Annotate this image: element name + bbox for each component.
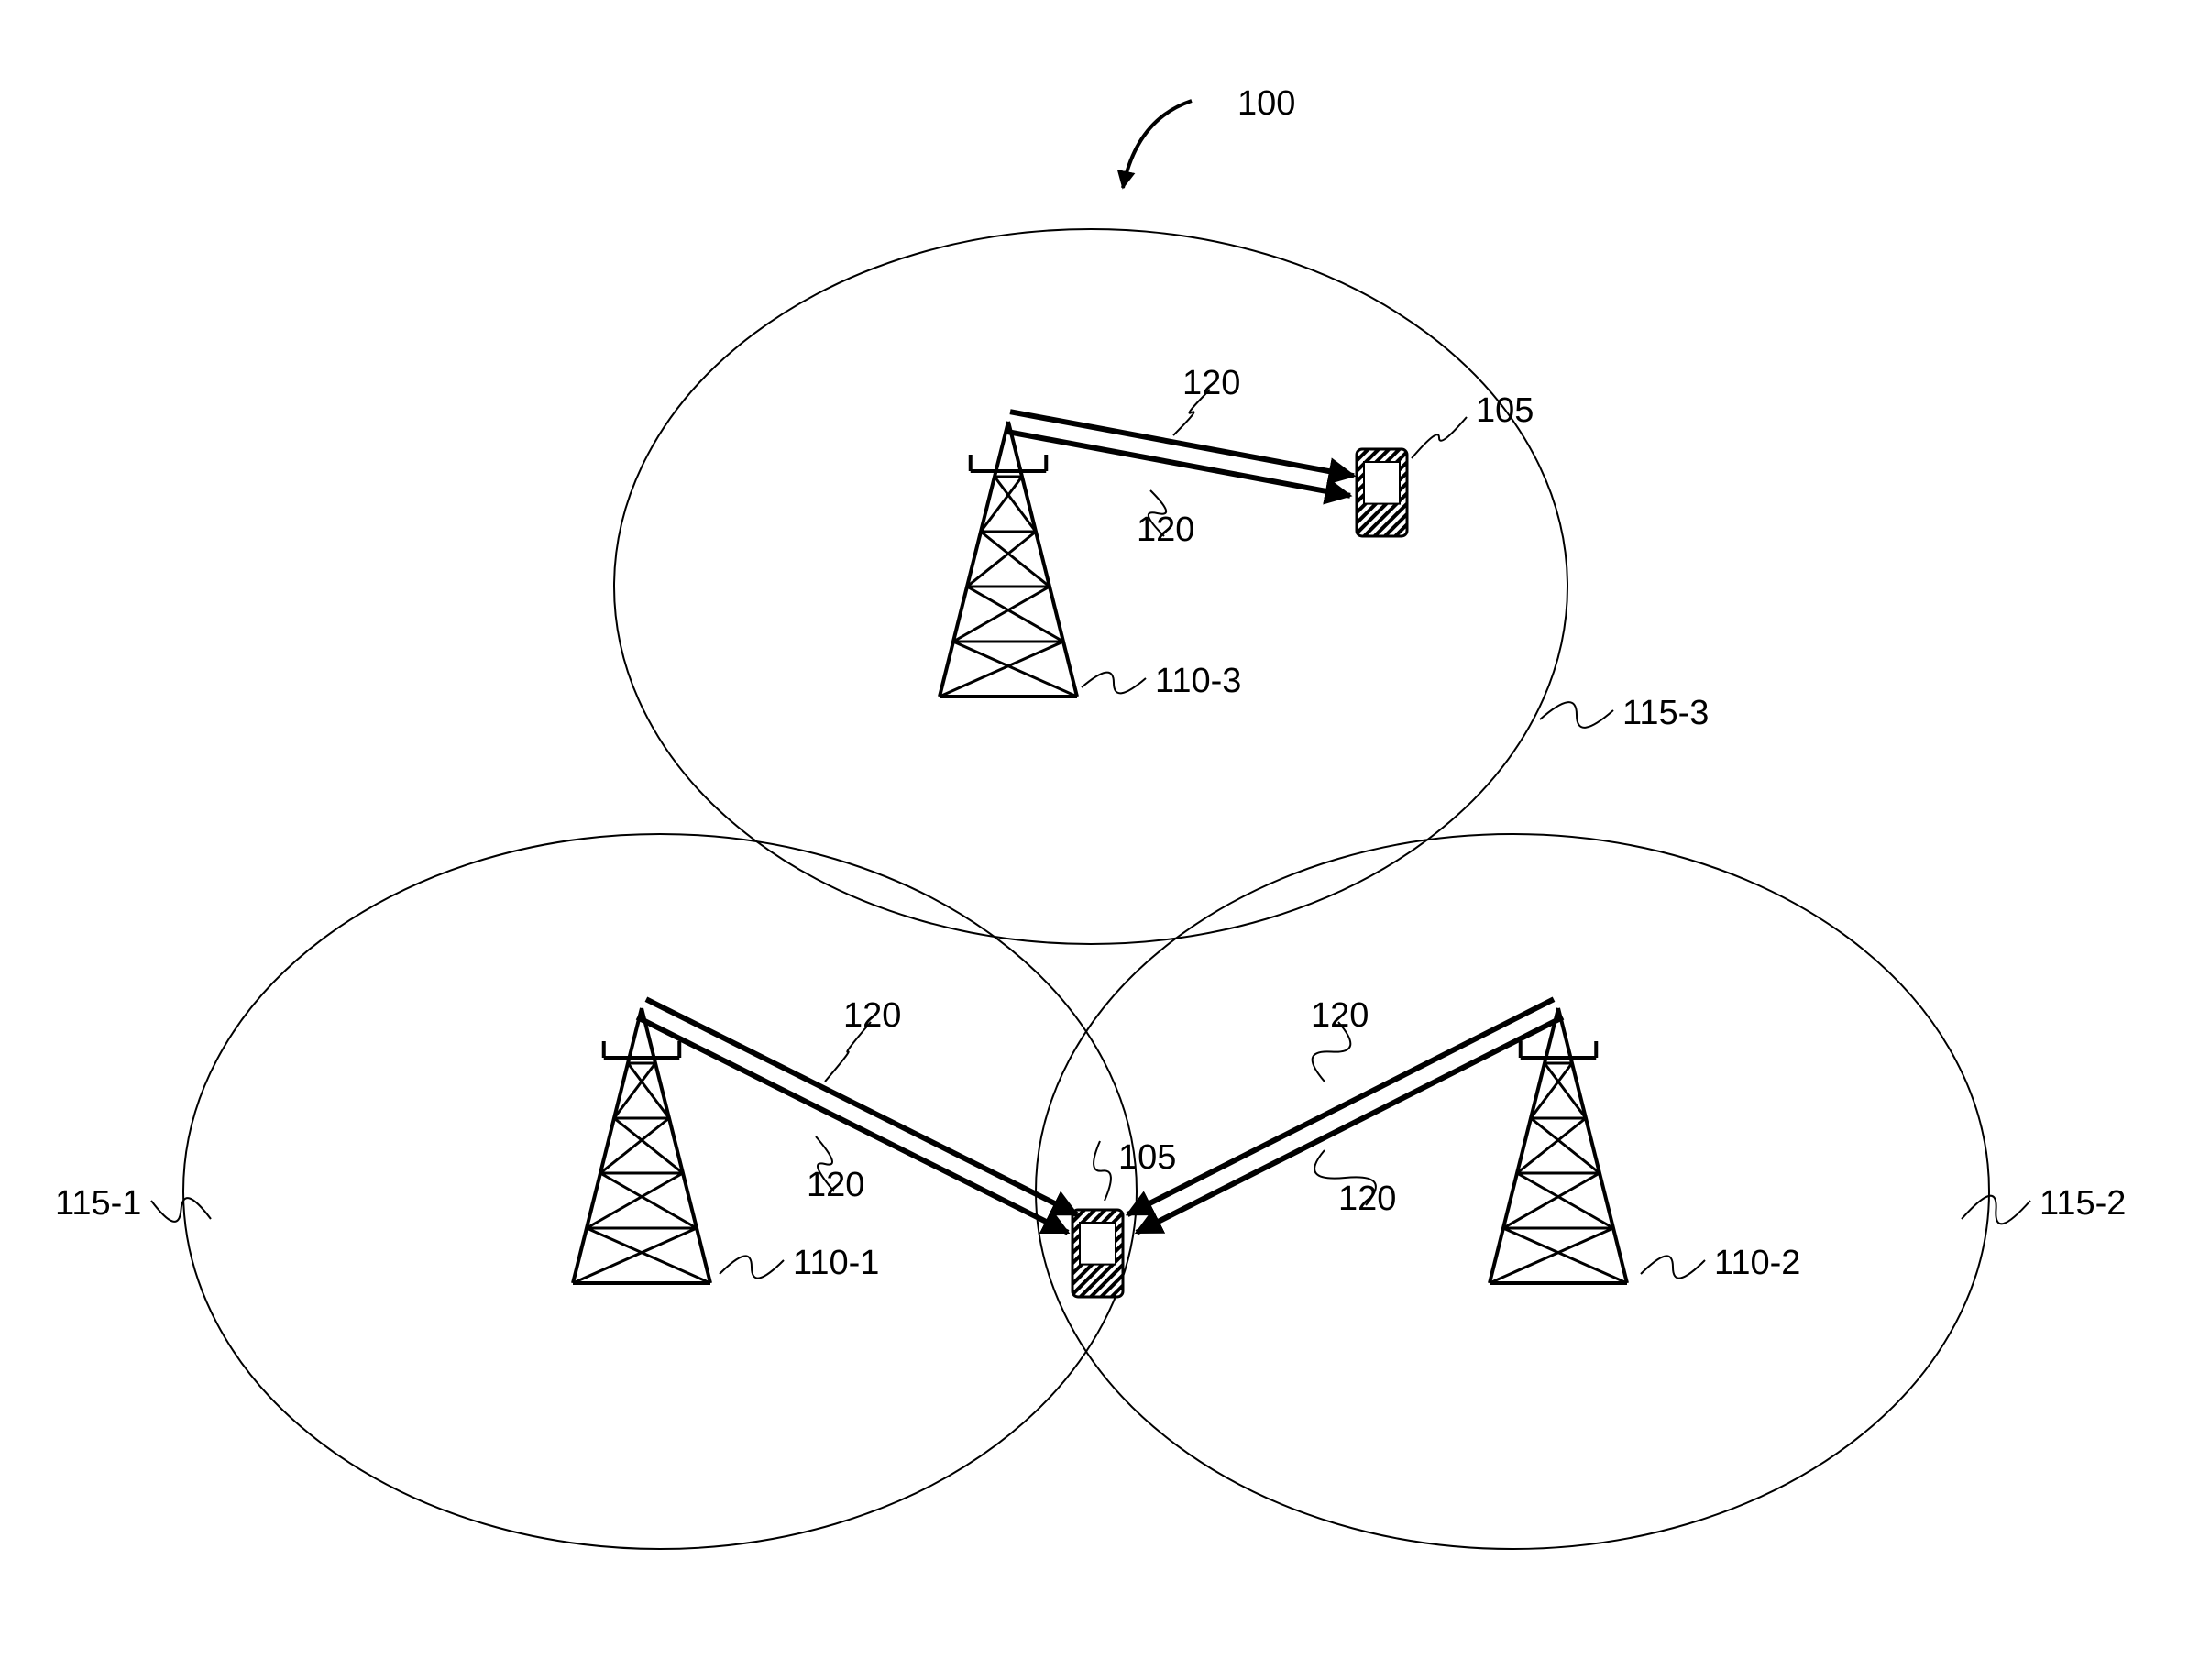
device-label: 105 — [1476, 391, 1534, 430]
cell-label: 115-2 — [2040, 1184, 2126, 1223]
lead-line — [1641, 1256, 1705, 1278]
base-station-tower — [1490, 1008, 1627, 1283]
tower-label: 110-1 — [793, 1244, 879, 1282]
cell-label: 115-3 — [1622, 694, 1709, 732]
link-label: 120 — [1311, 996, 1369, 1035]
tower-label: 110-2 — [1714, 1244, 1800, 1282]
lead-line — [1094, 1141, 1111, 1201]
link-label: 120 — [1137, 511, 1194, 549]
link-label: 120 — [1182, 364, 1240, 402]
link-label: 120 — [843, 996, 901, 1035]
base-stations — [573, 422, 1627, 1283]
lead-line — [1540, 702, 1613, 728]
tower-label: 110-3 — [1155, 662, 1241, 700]
lead-line — [1962, 1196, 2030, 1224]
mobile-device — [1357, 449, 1407, 536]
base-station-tower — [940, 422, 1077, 697]
lead-line — [1082, 673, 1146, 694]
coverage-ellipse — [183, 834, 1137, 1549]
link-label: 120 — [807, 1166, 864, 1204]
mobile-device — [1072, 1210, 1123, 1297]
lead-line — [1412, 417, 1467, 458]
device-label: 105 — [1118, 1138, 1176, 1177]
diagram-canvas: 100 115-1 115-2 115-3 110-1 110-2 110-3 105 105 1… — [0, 0, 2210, 1680]
cell-label: 115-1 — [55, 1184, 141, 1223]
lead-line — [720, 1256, 784, 1278]
signal-links — [637, 412, 1563, 1233]
link-label: 120 — [1338, 1180, 1396, 1218]
coverage-ellipse — [614, 229, 1567, 944]
figure-number-arrow — [1123, 101, 1192, 188]
annotations: 100 115-1 115-2 115-3 110-1 110-2 110-3 105 105 1… — [55, 84, 2126, 1282]
base-station-tower — [573, 1008, 710, 1283]
lead-line — [151, 1198, 211, 1222]
figure-number-label: 100 — [1237, 84, 1295, 123]
